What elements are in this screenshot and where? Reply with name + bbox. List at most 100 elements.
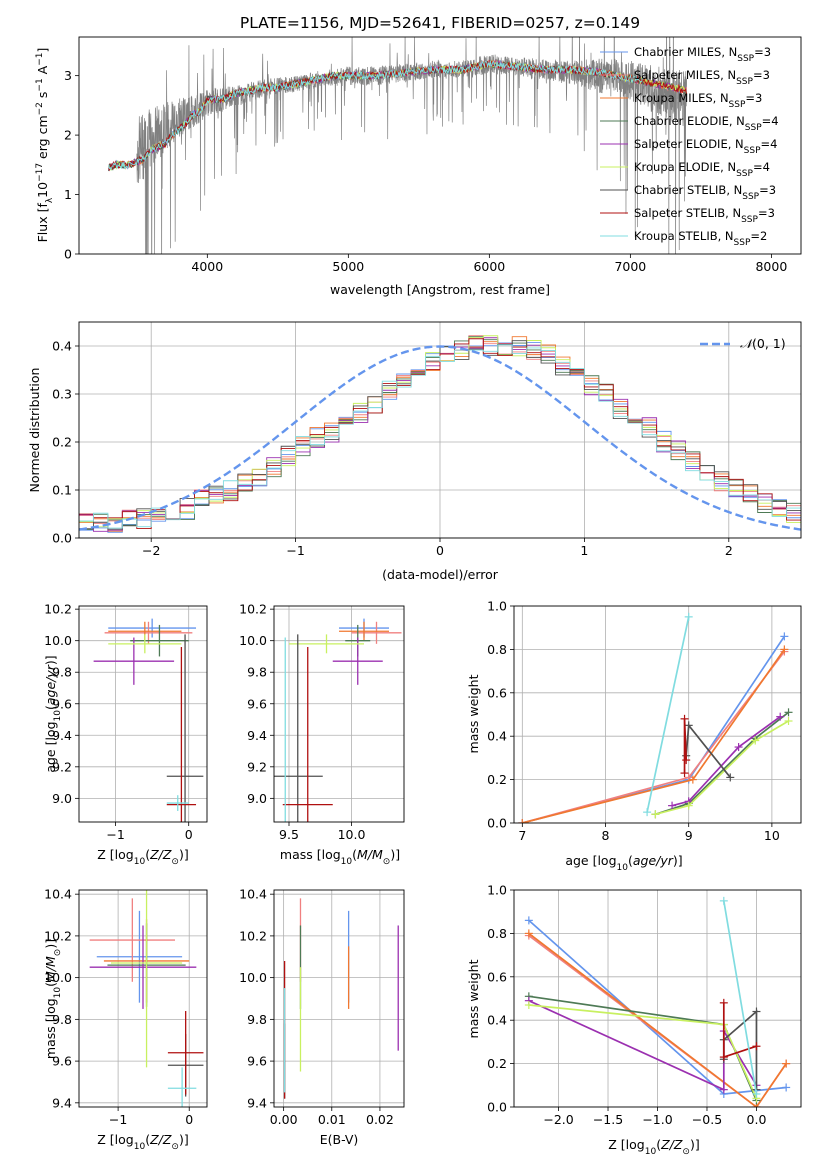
label-part: ( [656,1137,661,1152]
x-tick-label: 0.01 [318,1112,346,1127]
y-tick-label: 0.4 [487,1013,507,1028]
label-part: ( [145,847,150,862]
y-tick-label: 9.6 [52,1054,72,1069]
label-part: SSP [736,77,753,87]
y-tick-label: 9.2 [247,759,267,774]
y-tick-label: 10.2 [239,928,267,943]
label-part: Kroupa ELODIE, N [634,160,736,174]
label-part: Salpeter STELIB, N [634,206,741,220]
x-tick-label: 0 [185,827,193,842]
weight-line-kroupa-elodie [655,720,789,816]
x-tick-label: −1 [286,543,304,558]
label-part: SSP [744,146,761,156]
label-part: ] [35,48,50,53]
legend-label: Salpeter MILES, NSSP=3 [634,68,770,87]
x-axis-label: Z [log10(Z/Z⊙)] [97,1132,188,1152]
label-part: =3 [745,91,762,105]
axes-frame [273,889,405,1108]
y-axis-label: mass weight [466,959,481,1038]
y-axis-label: Normed distribution [27,368,42,493]
y-tick-label: 3 [64,68,72,83]
axes-frame [78,605,208,823]
y-tick-label: 9.4 [247,728,267,743]
legend-label: 𝒩(0, 1) [740,336,786,351]
weight-line-salpeter-elodie [671,715,781,807]
label-part: −2 [35,102,45,115]
y-axis-label: mass [log10(M/M⊙)] [43,939,63,1059]
data-spectrum-line [136,37,688,254]
normal-curve [79,345,801,531]
x-tick-label: 8000 [755,259,787,274]
x-axis-label: E(B-V) [320,1132,359,1147]
x-axis-label: wavelength [Angstrom, rest frame] [330,282,550,297]
x-tick-label: 4000 [191,259,223,274]
label-part: ⊙ [171,857,179,867]
x-tick-label: −2 [142,543,160,558]
weight-line-kroupa-elodie [528,1004,758,1099]
label-part: mass [log [280,847,341,862]
weight-line-salpeter-elodie [528,999,758,1091]
weight-line-chabrier-elodie [528,995,758,1101]
x-tick-label: 7000 [614,259,646,274]
label-part: )] [390,847,400,862]
axes-frame [273,605,405,823]
label-part: M/M [43,956,58,982]
x-tick-label: 0.02 [366,1112,394,1127]
y-tick-label: 0.4 [487,729,507,744]
label-part: SSP [742,192,759,202]
label-part: =4 [761,137,778,151]
legend-label: Kroupa ELODIE, NSSP=4 [634,160,770,179]
axes-frame [78,321,802,539]
histogram-salpeter-elodie [79,337,801,538]
plot-area [274,890,404,1107]
y-tick-label: 1.0 [487,883,507,898]
legend-label: Chabrier MILES, NSSP=3 [634,45,771,64]
y-tick-label: 10.0 [239,970,267,985]
x-tick-label: 10.0 [338,827,366,842]
histogram-chabrier-miles [79,342,801,538]
x-tick-label: 5000 [332,259,364,274]
age-vs-mass-panel: 9.5 10.0 9.0 9.2 9.4 9.6 9.8 10.0 10.2 mass [log1… [239,602,405,867]
y-tick-label: 0.8 [487,642,507,657]
histogram-kroupa-stelib [79,344,801,538]
y-tick-label: 0.6 [487,969,507,984]
histogram-salpeter-stelib [79,338,801,538]
plot-area [79,606,207,822]
label-part: Salpeter ELODIE, N [634,137,744,151]
y-tick-label: 9.0 [52,791,72,806]
label-part: mass [log [43,998,58,1059]
label-part: s [35,92,50,103]
y-tick-label: 2 [64,128,72,143]
label-part: =4 [753,160,770,174]
weight-line-chabrier-miles [522,635,786,823]
label-part: M/M [357,847,383,862]
label-part: −1 [35,78,45,91]
label-part: 10 [134,857,146,867]
histogram-kroupa-miles [79,336,801,538]
x-tick-label: −2.0 [543,1112,573,1127]
axes-frame [513,889,802,1108]
histogram-chabrier-elodie [79,336,801,538]
residuals-panel: −2 −1 0 1 2 0.0 0.1 0.2 0.3 0.4 𝒩(0, 1) (data-model… [27,321,802,582]
y-tick-label: 0.0 [487,816,507,831]
plot-area [108,37,688,254]
legend-label: Salpeter STELIB, NSSP=3 [634,206,775,225]
x-tick-label: −0.5 [692,1112,722,1127]
plot-area [79,322,801,538]
label-part: )] [43,939,58,949]
legend-label: Chabrier ELODIE, NSSP=4 [634,114,779,133]
x-tick-label: 2 [725,543,733,558]
mass-vs-ebv-panel: 0.00 0.01 0.02 9.4 9.6 9.8 10.0 10.2 10.4 E(B-V) [239,887,405,1147]
x-tick-label: 1 [580,543,588,558]
y-tick-label: 9.8 [247,1012,267,1027]
x-axis-label: mass [log10(M/M⊙)] [280,847,400,867]
label-part: SSP [729,100,746,110]
label-part: ⊙ [682,1147,690,1157]
label-part: Z/Z [149,847,172,862]
y-tick-label: 10.2 [44,928,72,943]
label-part: Z/Z [660,1137,683,1152]
label-part: Kroupa STELIB, N [634,229,734,243]
label-part: Flux [f [35,203,50,243]
y-tick-label: 10.0 [44,970,72,985]
